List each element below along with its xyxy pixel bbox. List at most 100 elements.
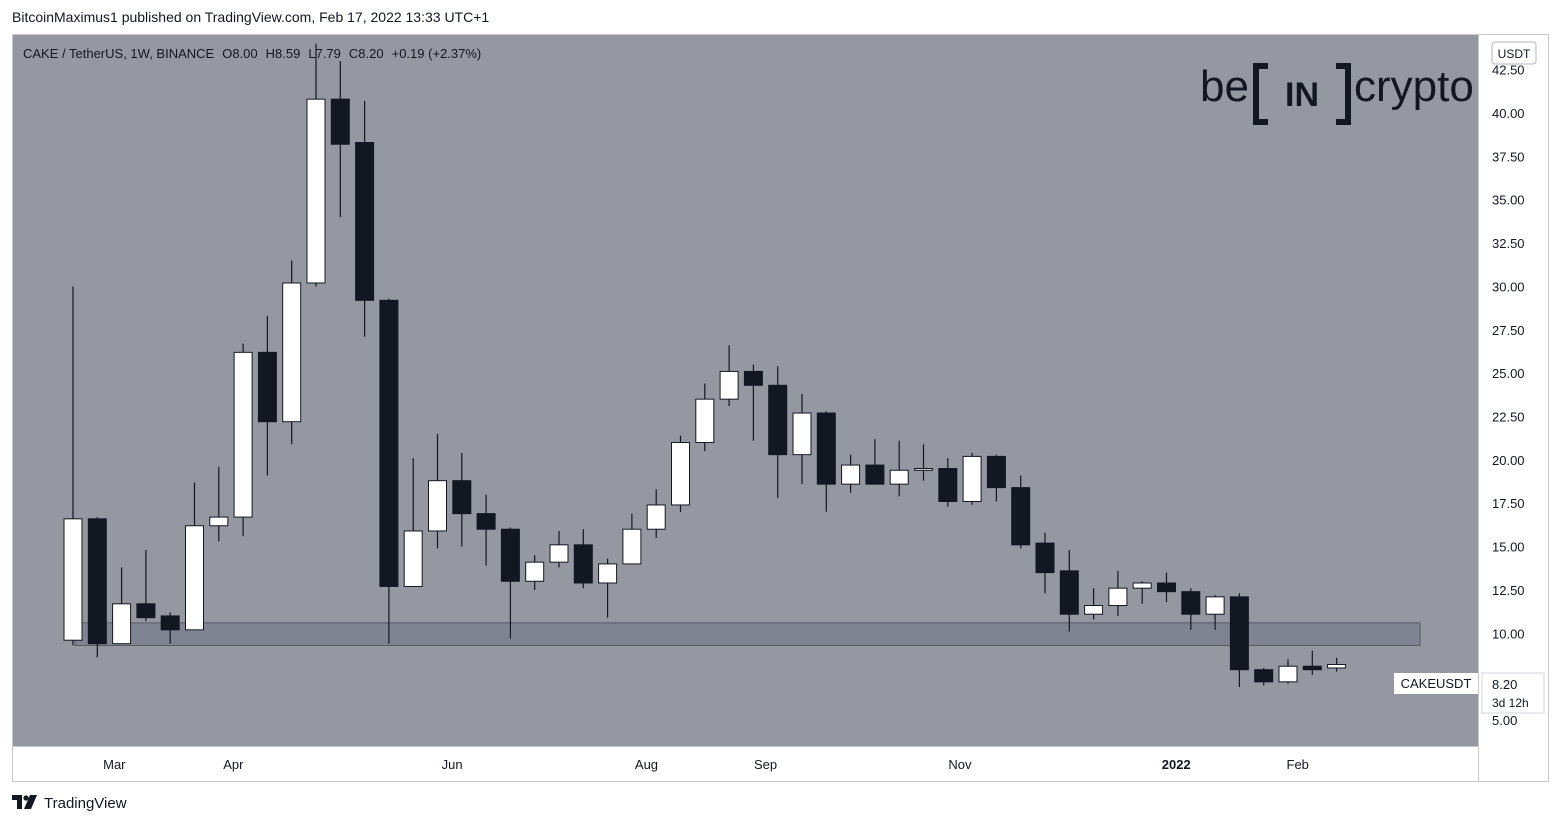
legend-part: L: [308, 46, 315, 61]
candle-body: [355, 142, 375, 301]
candle-body: [1254, 669, 1274, 683]
price-axis-background: [1479, 35, 1548, 781]
price-tick-label: 5.00: [1492, 713, 1517, 728]
time-tick-label: Nov: [948, 757, 972, 772]
candle: [160, 612, 180, 644]
candle-body: [160, 615, 180, 631]
candle: [743, 364, 763, 441]
legend-part: 7.79: [316, 46, 341, 61]
candle-body: [1084, 605, 1104, 615]
candle: [1108, 570, 1128, 616]
candle: [549, 530, 569, 568]
candle: [63, 286, 83, 646]
price-tick-label: 40.00: [1492, 106, 1525, 121]
candle: [476, 494, 496, 566]
candle-body: [598, 563, 618, 584]
candle-body: [1327, 663, 1347, 669]
candle: [136, 550, 156, 622]
candle: [768, 366, 788, 499]
candle-body: [476, 513, 496, 530]
footer-text: TradingView: [44, 795, 127, 812]
candle-body: [1108, 587, 1128, 607]
candle: [1327, 657, 1347, 672]
candle-body: [1035, 542, 1055, 574]
support-zone: [74, 622, 1421, 646]
time-tick-label: Aug: [635, 757, 658, 772]
candle-body: [841, 464, 861, 485]
time-axis-background: [13, 747, 1478, 781]
price-tick-label: 10.00: [1492, 626, 1525, 641]
candle: [282, 260, 302, 445]
candle-body: [1157, 582, 1176, 593]
candle: [841, 454, 861, 493]
candle: [428, 433, 447, 549]
candle-body: [209, 516, 229, 527]
candle-body: [1132, 582, 1152, 589]
candle-body: [379, 299, 399, 587]
last-price-value: 8.20: [1492, 677, 1517, 692]
legend-text: CAKE / TetherUS, 1W, BINANCE O8.00 H8.59 L7…: [23, 46, 481, 61]
last-price-label: 8.20 3d 12h: [1481, 672, 1545, 714]
time-tick-label: Apr: [223, 757, 244, 772]
candle-body: [1278, 665, 1298, 683]
candle: [1157, 572, 1176, 603]
legend-part: CAKE / TetherUS, 1W, BINANCE: [23, 46, 215, 61]
candle: [1229, 593, 1249, 688]
candle-body: [889, 469, 909, 485]
candle: [865, 439, 885, 485]
watermark-bracket-icon: [1253, 63, 1351, 125]
candle: [622, 513, 642, 565]
candle: [1011, 475, 1031, 549]
candle-body: [500, 528, 520, 582]
candle: [938, 458, 958, 507]
candle-body: [1181, 591, 1201, 615]
candle: [1035, 532, 1055, 594]
candle: [379, 298, 399, 644]
price-tick-label: 17.50: [1492, 496, 1525, 511]
candle: [1132, 581, 1152, 604]
price-axis-ticks: 42.50 40.00 37.50 35.00 32.50 30.00 27.50 25.00…: [1492, 63, 1525, 728]
support-zone-rect: [74, 622, 1421, 646]
time-axis-ticks: Mar Apr Jun Aug Sep Nov 2022 Feb: [103, 757, 1309, 772]
candle-body: [768, 384, 788, 456]
price-tick-label: 22.50: [1492, 410, 1525, 425]
candle: [1181, 588, 1201, 630]
candle: [452, 452, 472, 547]
price-tick-label: 37.50: [1492, 149, 1525, 164]
candle-body: [1059, 570, 1079, 615]
candle: [1302, 650, 1322, 675]
candle-body: [257, 351, 277, 423]
symbol-label-text: CAKEUSDT: [1401, 676, 1472, 691]
candle-body: [306, 98, 326, 284]
legend-part: +0.19 (+2.37%): [392, 46, 482, 61]
candle-body: [1229, 596, 1249, 671]
candle: [1084, 588, 1104, 620]
legend-part: 8.00: [232, 46, 257, 61]
candle: [671, 435, 690, 512]
watermark-crypto: crypto: [1354, 62, 1474, 111]
candle: [209, 466, 229, 542]
candle: [500, 527, 520, 639]
candle-body: [792, 412, 812, 456]
price-tick-label: 32.50: [1492, 236, 1525, 251]
symbol-label: CAKEUSDT: [1394, 673, 1478, 694]
watermark-be: be: [1200, 62, 1249, 111]
legend-part: 8.59: [275, 46, 300, 61]
candle: [889, 440, 909, 497]
candle: [792, 393, 812, 485]
candles-group: [63, 43, 1347, 688]
candle: [112, 567, 132, 645]
candle: [525, 555, 545, 590]
candle-body: [112, 603, 132, 645]
candle-body: [743, 370, 763, 386]
candle-body: [282, 282, 302, 423]
candle-body: [63, 518, 83, 641]
legend: CAKE / TetherUS, 1W, BINANCE O8.00 H8.59 L7…: [23, 46, 481, 61]
candle-body: [622, 528, 642, 565]
currency-label[interactable]: USDT: [1491, 41, 1537, 65]
candle-body: [962, 455, 982, 502]
candle-body: [330, 98, 350, 145]
publisher-info: BitcoinMaximus1 published on TradingView…: [12, 9, 490, 25]
footer[interactable]: TradingView: [12, 795, 127, 812]
